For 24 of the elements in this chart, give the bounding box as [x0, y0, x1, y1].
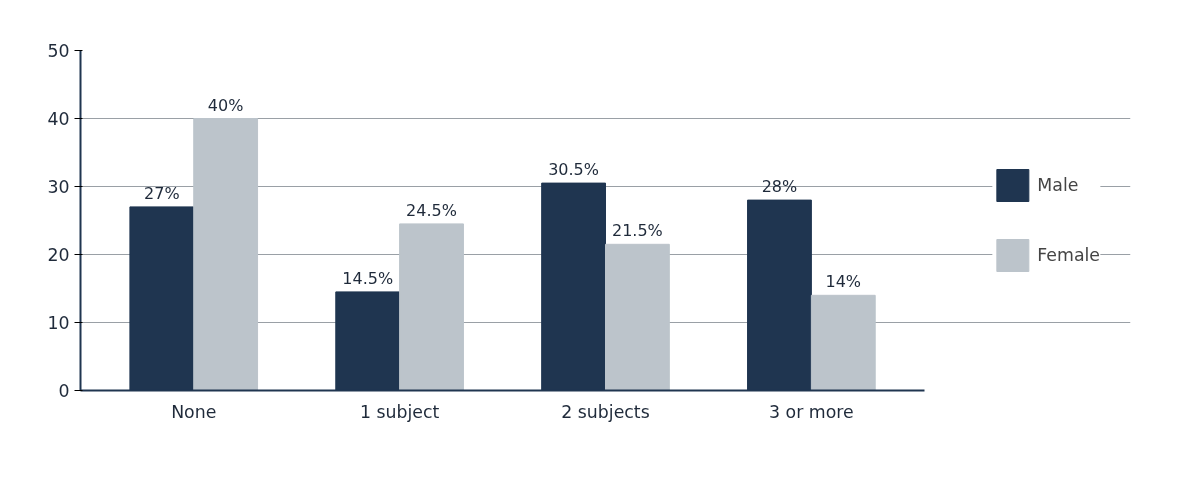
data-label: 24.5% [406, 200, 457, 220]
y-tick-label: 20 [47, 245, 70, 265]
data-label: 14% [825, 272, 862, 292]
bar [605, 243, 670, 391]
bar [193, 118, 259, 391]
x-tick-label: 1 subject [359, 401, 440, 422]
bar [810, 294, 876, 391]
data-label: 28% [761, 177, 798, 197]
legend-label: Female [1037, 245, 1100, 265]
x-tick-label: 2 subjects [561, 401, 650, 422]
data-label: 40% [207, 95, 244, 115]
x-tick-label: 3 or more [769, 401, 854, 422]
y-tick-label: 10 [47, 313, 70, 333]
legend-label: Male [1037, 175, 1079, 195]
bar [399, 223, 464, 391]
y-tick-label: 0 [58, 381, 70, 401]
y-tick-label: 40 [47, 109, 70, 129]
data-label: 21.5% [612, 221, 663, 241]
data-label: 30.5% [548, 160, 599, 180]
data-label: 14.5% [342, 268, 394, 288]
y-tick-label: 30 [47, 177, 70, 197]
x-tick-label: None [171, 401, 217, 422]
data-label: 27% [144, 183, 180, 203]
y-tick-label: 50 [47, 41, 70, 61]
